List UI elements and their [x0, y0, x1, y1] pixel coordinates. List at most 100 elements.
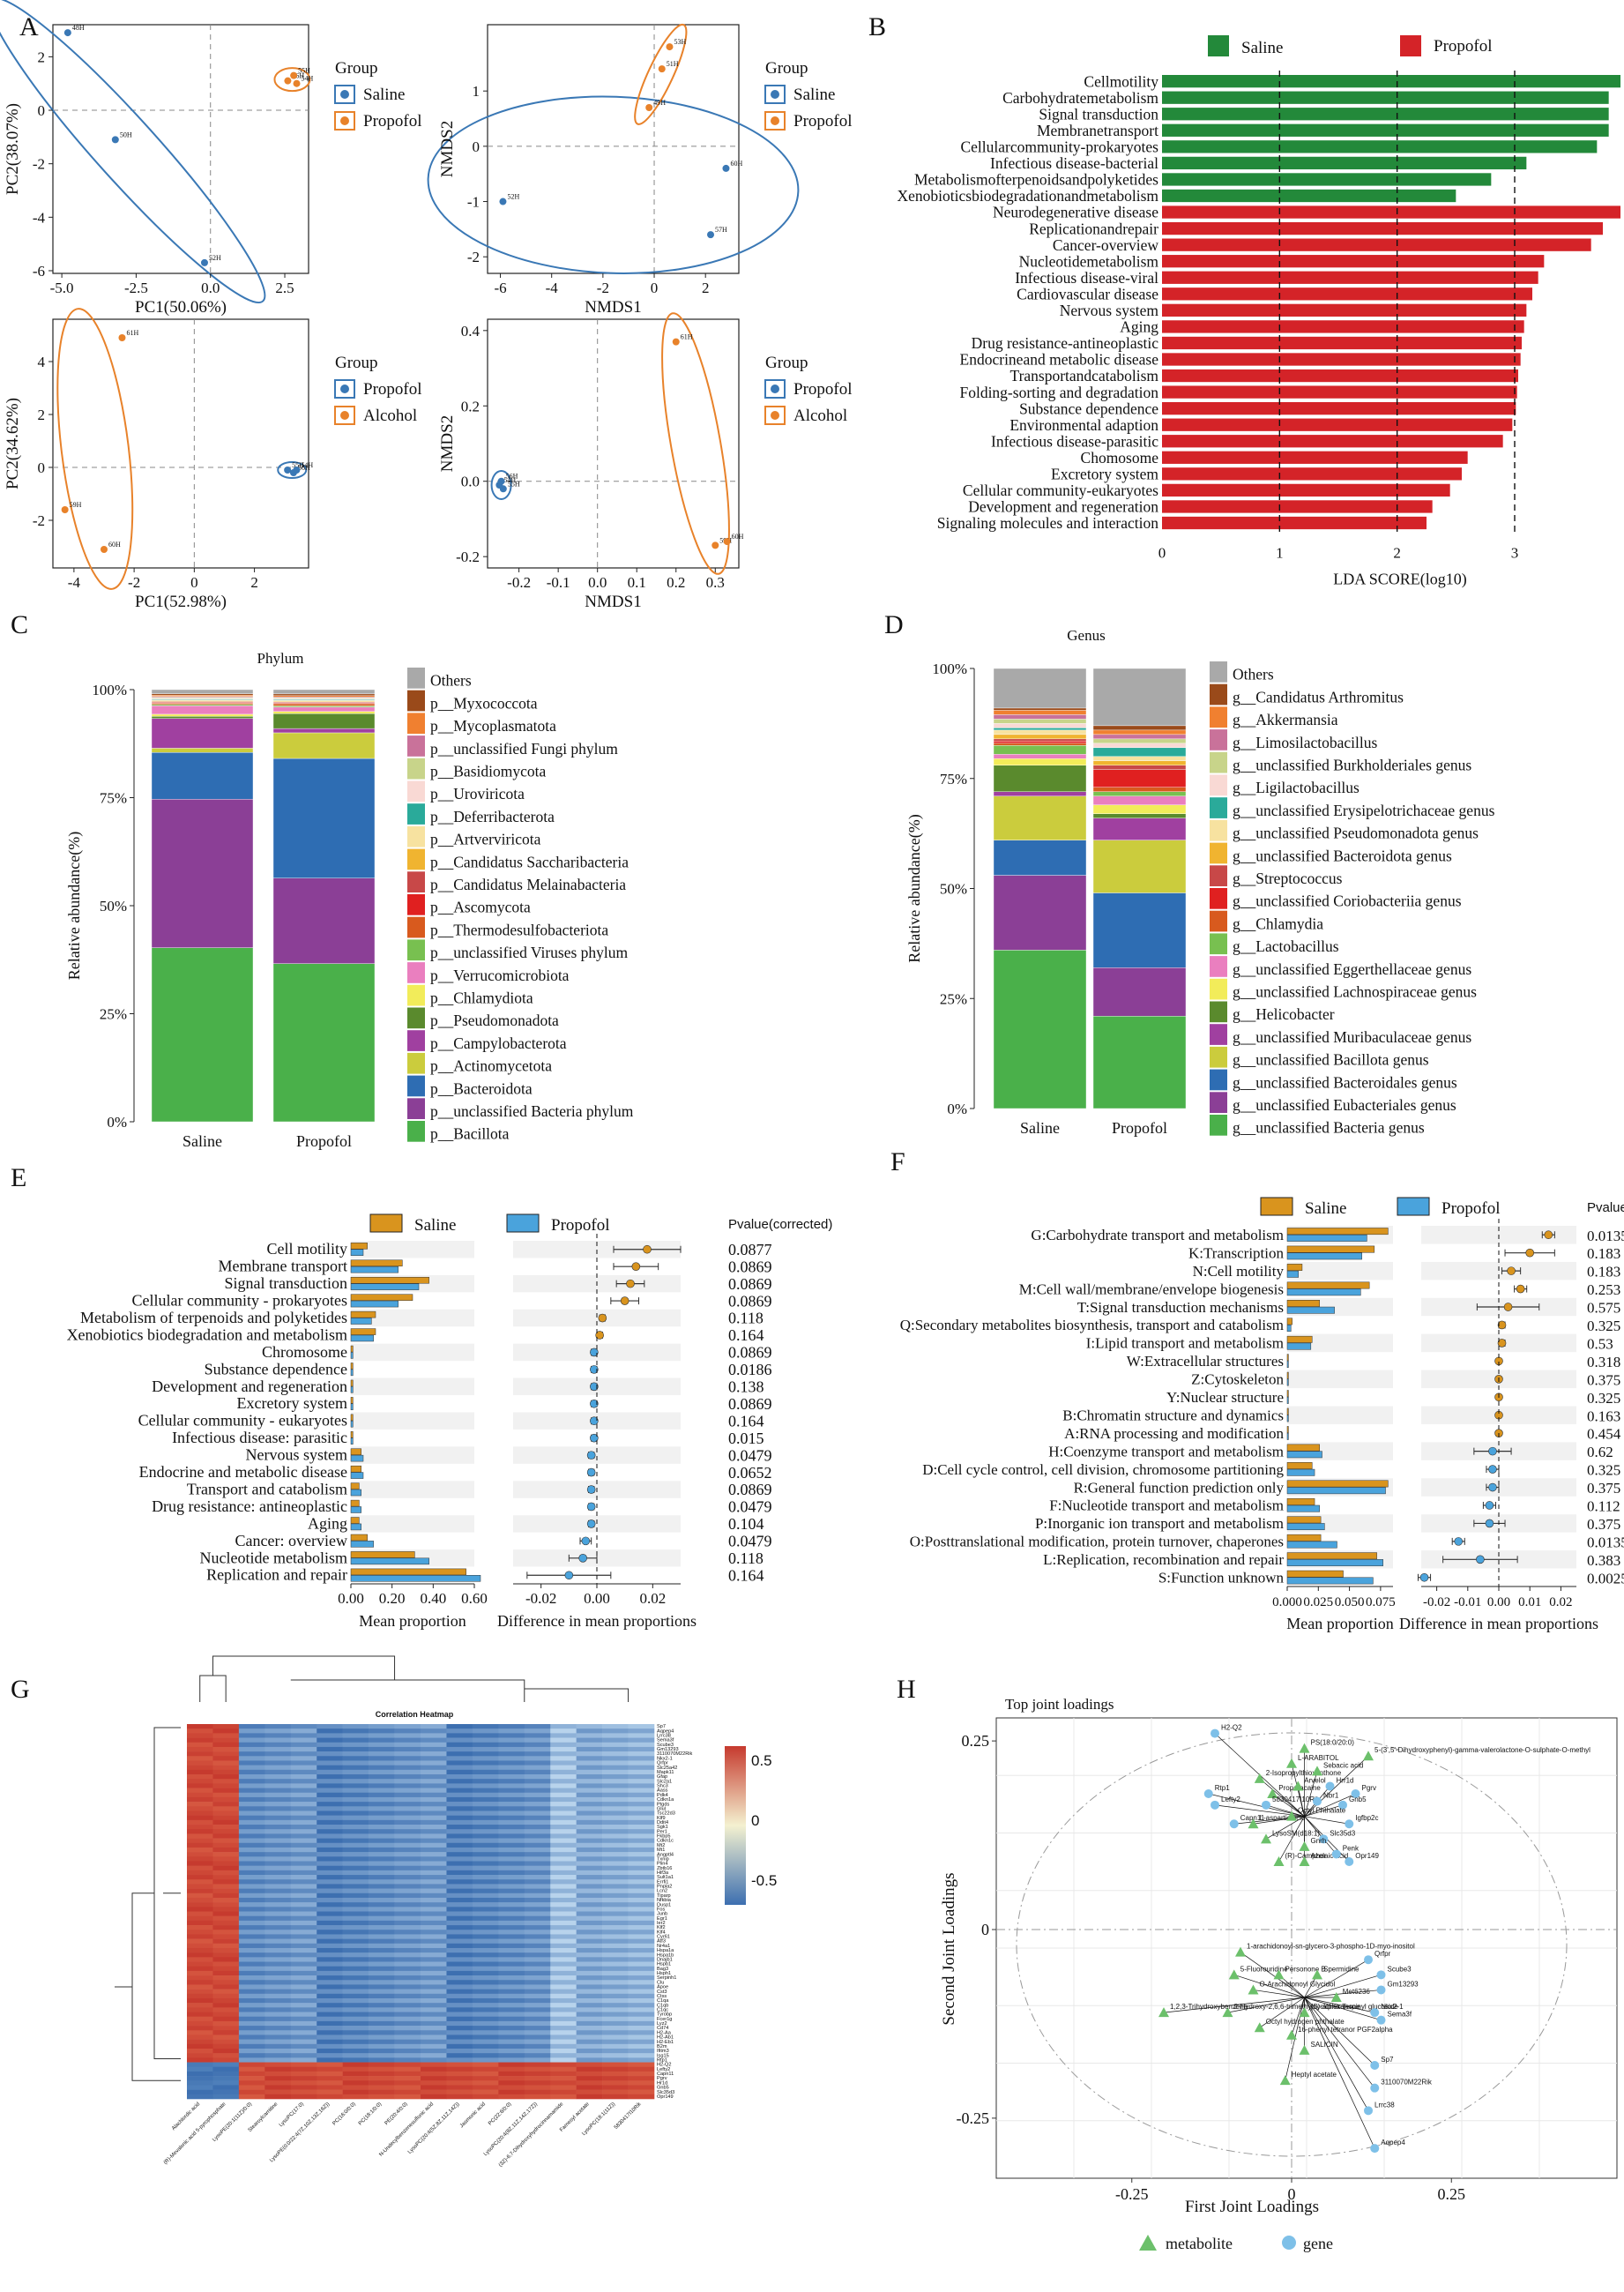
heat-cell: [446, 1875, 473, 1880]
lda-category-label: Cancer-overview: [1053, 236, 1159, 254]
heat-cell: [550, 2043, 577, 2049]
stack-segment: [993, 714, 1087, 720]
heat-cell: [472, 2066, 499, 2072]
heat-cell: [498, 2043, 525, 2049]
heat-cell: [498, 1952, 525, 1958]
heatmap-row-label: Junb: [657, 1912, 667, 1917]
gene-point: [1376, 2015, 1386, 2025]
heat-cell: [421, 2016, 447, 2022]
heatmap-row-label: C1qc: [657, 2007, 668, 2012]
loading-connector: [1304, 1997, 1375, 2088]
heat-cell: [524, 1825, 551, 1830]
heat-cell: [628, 1925, 655, 1930]
heat-cell: [524, 2048, 551, 2054]
heat-cell: [550, 1993, 577, 1999]
heat-cell: [342, 1810, 369, 1816]
heatmap-row-label: Lefty2: [657, 2067, 670, 2072]
metabolite-point: [1228, 1969, 1240, 1980]
heat-cell: [317, 1861, 343, 1866]
loading-connector: [1291, 1997, 1305, 2035]
heat-cell: [628, 1728, 655, 1734]
heat-cell: [550, 2016, 577, 2022]
heat-cell: [498, 2062, 525, 2068]
heat-cell: [576, 2012, 603, 2018]
heat-cell: [290, 1806, 317, 1811]
heat-cell: [550, 1970, 577, 1976]
heat-cell: [602, 1902, 629, 1908]
heatmap-row-label: Gm13293: [657, 1747, 679, 1752]
heat-cell: [628, 1788, 655, 1794]
legend-swatch: [1210, 956, 1227, 977]
chart-title: Correlation Heatmap: [376, 1710, 454, 1719]
heat-cell: [421, 2034, 447, 2040]
heatmap-row-label: Hspa1a: [657, 1948, 674, 1953]
heat-cell: [524, 1852, 551, 1857]
heat-cell: [421, 1865, 447, 1871]
point-label: Gnrh: [1311, 1837, 1327, 1845]
heat-cell: [602, 1907, 629, 1912]
heatmap-row-label: Tiparp: [657, 1893, 671, 1899]
point-label: 61H: [126, 329, 138, 337]
point-label: 59H: [70, 501, 82, 509]
x-tick-label: -2: [597, 280, 609, 296]
row-band: [1287, 1333, 1393, 1353]
heat-cell: [264, 1742, 292, 1748]
heat-cell: [369, 1884, 395, 1889]
heat-cell: [421, 1947, 447, 1953]
heat-cell: [394, 1875, 421, 1880]
x-tick-label: -0.2: [507, 574, 531, 591]
heat-cell: [212, 1975, 240, 1981]
legend-label: p__Candidatus Saccharibacteria: [430, 853, 629, 870]
loading-connector: [1253, 1816, 1305, 1825]
heat-cell: [264, 1802, 292, 1807]
heat-cell: [421, 2003, 447, 2008]
heat-cell: [628, 1815, 655, 1821]
heat-cell: [421, 2007, 447, 2012]
heat-cell: [264, 2007, 292, 2012]
heat-cell: [472, 1802, 499, 1807]
heatmap-row-label: Slc35d3: [657, 2090, 674, 2095]
legend-swatch: [1210, 933, 1227, 955]
legend-swatch: [407, 894, 425, 915]
heat-cell: [264, 2076, 292, 2081]
loading-connector: [1304, 1997, 1369, 2111]
heat-cell: [212, 1806, 240, 1811]
legend-swatch: [1210, 774, 1227, 796]
legend-label: Saline: [1305, 1199, 1347, 1218]
heat-cell: [446, 2039, 473, 2045]
lda-bar: [1162, 467, 1462, 481]
heat-cell: [498, 2020, 525, 2027]
heat-cell: [187, 1788, 213, 1794]
heat-cell: [602, 1806, 629, 1811]
lda-bar: [1162, 255, 1545, 268]
data-point: [284, 77, 292, 85]
mean-bar-saline: [350, 1397, 354, 1404]
heat-cell: [576, 1957, 603, 1962]
heat-cell: [394, 1980, 421, 1985]
chart-title: Top joint loadings: [1005, 1696, 1114, 1713]
heat-cell: [369, 1952, 395, 1958]
heat-cell: [524, 2089, 551, 2095]
heat-cell: [187, 1861, 213, 1866]
legend-label: p__Ascomycota: [430, 899, 531, 916]
data-point: [293, 79, 301, 87]
heat-cell: [394, 1938, 421, 1945]
heat-cell: [187, 1888, 213, 1894]
heat-cell: [576, 2039, 603, 2045]
heatmap-row-label: Fkbp5: [657, 1834, 671, 1840]
heat-cell: [342, 1733, 369, 1738]
heat-cell: [446, 1884, 473, 1889]
plot-frame: [487, 24, 740, 274]
heat-cell: [498, 1856, 525, 1862]
extended-error-bar-F: SalinePropofolPvalue(corrected)G:Carbohy…: [900, 1197, 1624, 1632]
heatmap-row-label: Zbtb16: [657, 1866, 672, 1871]
panel-letter-B: B: [868, 12, 886, 41]
legend-swatch: [1210, 683, 1227, 706]
heat-cell: [187, 2039, 213, 2045]
heat-cell: [446, 2085, 473, 2090]
pvalue-label: 0.164: [728, 1412, 764, 1430]
heat-cell: [576, 1792, 603, 1798]
mean-bar-saline: [350, 1499, 360, 1507]
heat-cell: [212, 1925, 240, 1930]
difference-point: [631, 1262, 641, 1271]
